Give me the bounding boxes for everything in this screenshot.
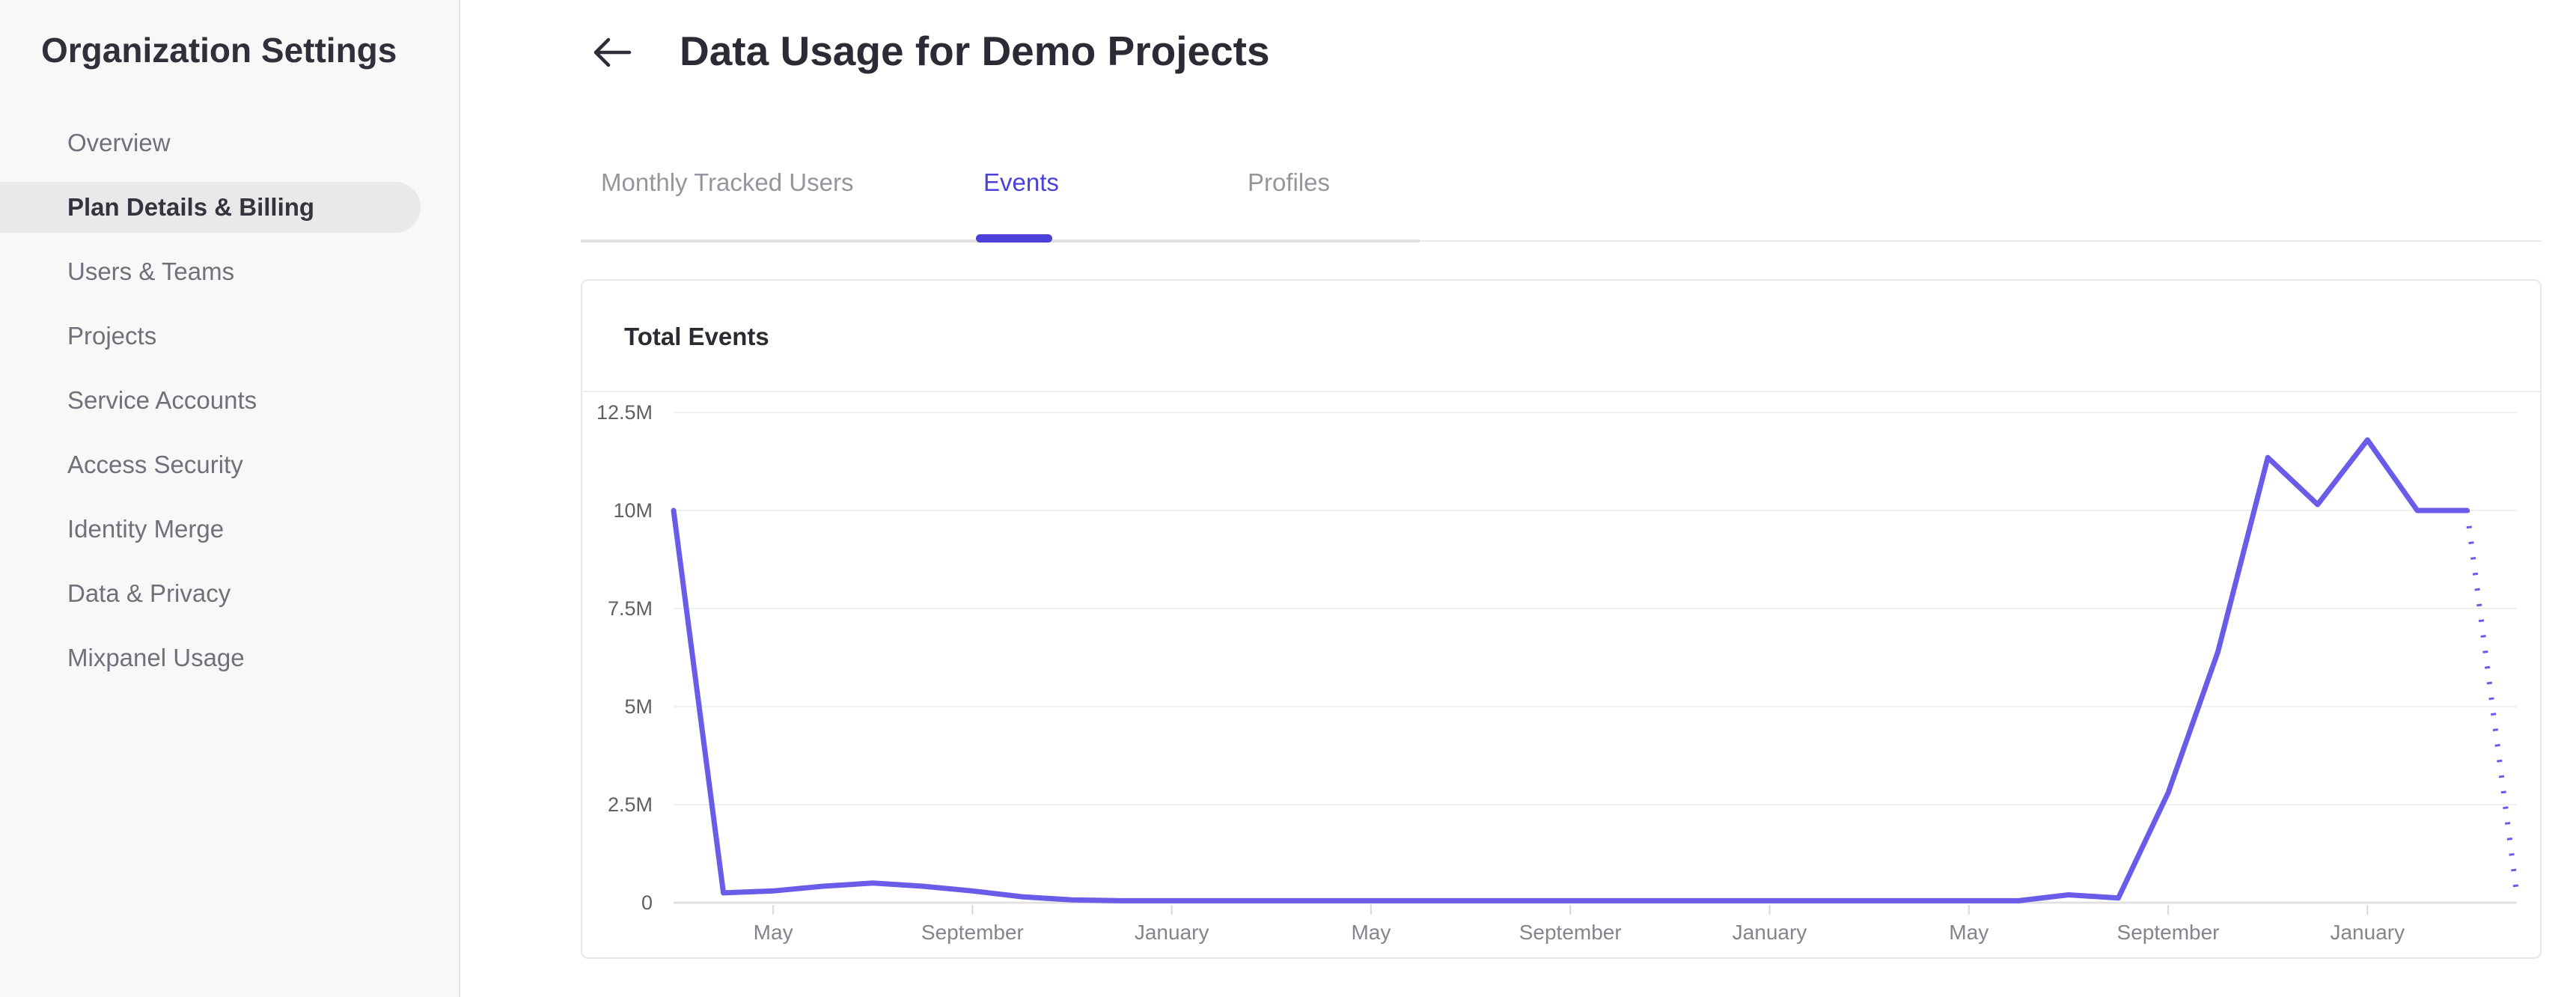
y-axis-label: 7.5M bbox=[608, 597, 653, 620]
sidebar-item-label: Users & Teams bbox=[67, 257, 235, 285]
sidebar-item-label: Data & Privacy bbox=[67, 579, 231, 607]
sidebar-item-projects[interactable]: Projects bbox=[0, 304, 460, 368]
y-axis-label: 2.5M bbox=[608, 793, 653, 816]
sidebar-item-access-security[interactable]: Access Security bbox=[0, 433, 460, 497]
tab-bar-divider bbox=[581, 240, 2542, 242]
events-line-projected bbox=[2464, 510, 2520, 895]
x-axis-label: May bbox=[754, 921, 793, 944]
tab-events[interactable]: Events bbox=[983, 168, 1059, 196]
x-axis-label: May bbox=[1351, 921, 1391, 944]
sidebar: Organization Settings Overview Plan Detai… bbox=[0, 0, 460, 997]
sidebar-item-label: Access Security bbox=[67, 451, 243, 478]
sidebar-item-service-accounts[interactable]: Service Accounts bbox=[0, 368, 460, 433]
sidebar-item-label: Plan Details & Billing bbox=[67, 193, 315, 221]
total-events-card: Total Events 12.5M 10M 7.5M 5M 2.5M 0 May Septe… bbox=[581, 279, 2542, 959]
x-axis-label: January bbox=[1135, 921, 1209, 944]
x-axis-label: January bbox=[2330, 921, 2405, 944]
back-arrow-icon bbox=[593, 37, 632, 67]
sidebar-item-mixpanel-usage[interactable]: Mixpanel Usage bbox=[0, 626, 460, 690]
sidebar-nav: Overview Plan Details & Billing Users & Te… bbox=[0, 111, 460, 690]
x-axis-label: September bbox=[2117, 921, 2220, 944]
x-axis-label: May bbox=[1949, 921, 1989, 944]
sidebar-item-label: Mixpanel Usage bbox=[67, 644, 245, 671]
sidebar-item-users-teams[interactable]: Users & Teams bbox=[0, 240, 460, 304]
tab-profiles[interactable]: Profiles bbox=[1248, 168, 1331, 196]
sidebar-item-label: Projects bbox=[67, 322, 157, 350]
y-axis-label: 12.5M bbox=[596, 401, 653, 424]
chart-title: Total Events bbox=[624, 323, 769, 350]
events-chart-svg[interactable]: 12.5M 10M 7.5M 5M 2.5M 0 May September January Ma… bbox=[582, 281, 2540, 957]
active-tab-underline bbox=[976, 234, 1052, 243]
sidebar-item-plan-details-billing[interactable]: Plan Details & Billing bbox=[0, 175, 460, 240]
back-button[interactable] bbox=[588, 31, 636, 73]
x-axis-label: September bbox=[1519, 921, 1622, 944]
sidebar-item-overview[interactable]: Overview bbox=[0, 111, 460, 175]
sidebar-item-label: Identity Merge bbox=[67, 515, 225, 543]
card-divider bbox=[582, 391, 2540, 392]
sidebar-item-label: Service Accounts bbox=[67, 386, 257, 414]
tab-monthly-tracked-users[interactable]: Monthly Tracked Users bbox=[601, 168, 854, 196]
y-axis-label: 10M bbox=[613, 499, 653, 522]
y-axis-label: 5M bbox=[624, 695, 653, 718]
y-axis-label: 0 bbox=[641, 891, 653, 914]
x-axis-label: January bbox=[1733, 921, 1807, 944]
sidebar-item-identity-merge[interactable]: Identity Merge bbox=[0, 497, 460, 561]
sidebar-item-label: Overview bbox=[67, 129, 171, 156]
sidebar-title: Organization Settings bbox=[41, 31, 397, 70]
x-axis-label: September bbox=[921, 921, 1024, 944]
events-line bbox=[671, 437, 2470, 903]
sidebar-item-data-privacy[interactable]: Data & Privacy bbox=[0, 561, 460, 626]
page-title: Data Usage for Demo Projects bbox=[680, 28, 1270, 74]
